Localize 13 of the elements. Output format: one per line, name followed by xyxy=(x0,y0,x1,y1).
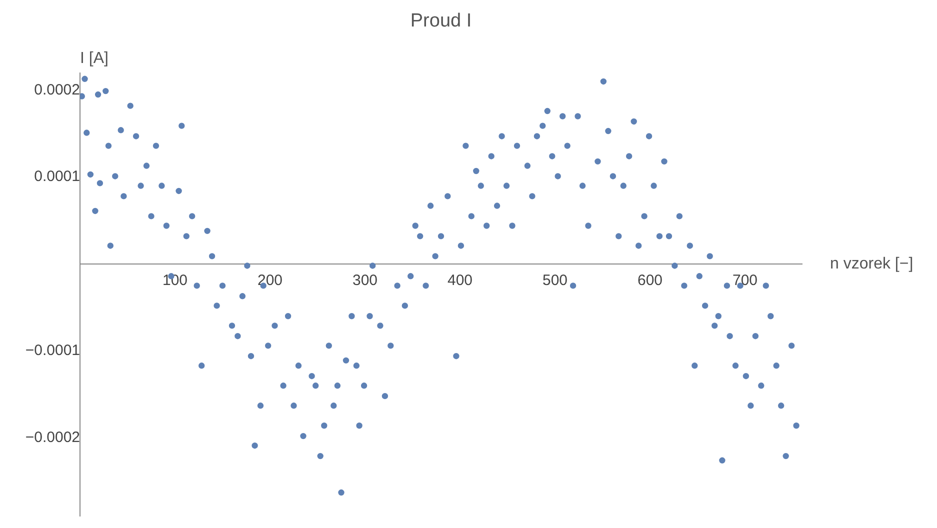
x-tick-label: 300 xyxy=(352,272,378,290)
y-tick-label: −0.0001 xyxy=(25,342,80,360)
x-tick-label: 700 xyxy=(732,272,758,290)
y-tick-label: 0.0001 xyxy=(34,168,80,186)
x-tick-label: 400 xyxy=(447,272,473,290)
x-tick-label: 600 xyxy=(637,272,663,290)
x-tick-label: 500 xyxy=(542,272,568,290)
chart-title: Proud I xyxy=(410,10,472,32)
y-tick-label: 0.0002 xyxy=(34,81,80,98)
x-axis-title: n vzorek [−] xyxy=(830,255,914,272)
x-tick-label: 200 xyxy=(257,272,283,290)
y-axis-title: I [A] xyxy=(80,50,108,68)
y-tick-label: −0.0002 xyxy=(25,428,80,446)
